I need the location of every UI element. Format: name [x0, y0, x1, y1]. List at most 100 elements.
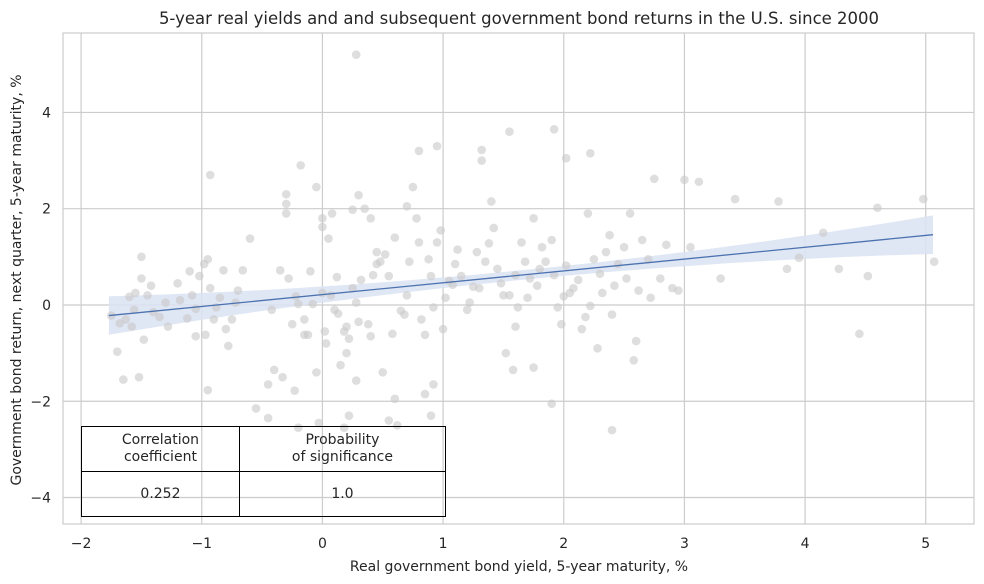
data-point: [607, 310, 617, 319]
data-point: [281, 189, 291, 199]
data-point: [161, 298, 170, 307]
data-point: [547, 235, 556, 245]
data-point: [493, 264, 502, 274]
data-point: [366, 331, 375, 341]
data-point: [290, 386, 299, 395]
data-point: [716, 274, 725, 283]
data-point: [296, 161, 306, 170]
data-point: [390, 233, 400, 242]
data-point: [284, 274, 293, 283]
data-point: [637, 235, 647, 245]
data-point: [517, 238, 526, 247]
data-point: [511, 322, 520, 331]
data-point: [643, 254, 653, 264]
data-point: [348, 283, 357, 293]
stats-table: Correlation coefficient Probability of s…: [81, 426, 447, 517]
y-axis-label: Government bond return, next quarter, 5-…: [9, 74, 25, 485]
data-point: [293, 299, 303, 309]
data-point: [402, 291, 412, 300]
data-point: [351, 298, 361, 307]
data-point: [327, 209, 337, 218]
data-point: [432, 238, 442, 247]
data-point: [429, 380, 438, 389]
x-tick-label: 5: [921, 536, 930, 552]
data-point: [372, 247, 382, 257]
chart-title: 5-year real yields and and subsequent go…: [159, 9, 879, 28]
data-point: [408, 182, 418, 192]
data-point: [209, 315, 219, 324]
data-point: [456, 271, 466, 281]
data-point: [585, 301, 595, 311]
data-point: [426, 411, 436, 420]
data-point: [481, 257, 490, 266]
data-point: [287, 319, 297, 329]
data-point: [505, 127, 514, 136]
data-point: [173, 279, 182, 288]
data-point: [441, 293, 450, 303]
data-point: [414, 146, 424, 156]
data-point: [324, 234, 333, 243]
probability-value: 1.0: [238, 471, 447, 517]
data-point: [131, 288, 140, 298]
data-point: [187, 291, 197, 300]
data-point: [291, 292, 301, 301]
data-point: [557, 319, 566, 329]
data-point: [155, 312, 164, 322]
data-point: [593, 343, 602, 353]
data-point: [137, 274, 146, 283]
data-point: [185, 266, 194, 276]
data-point: [308, 299, 318, 309]
data-point: [613, 259, 623, 269]
data-point: [622, 274, 631, 283]
data-point: [344, 411, 354, 420]
data-point: [438, 324, 448, 334]
data-point: [405, 257, 414, 266]
data-point: [462, 305, 472, 315]
data-point: [541, 257, 550, 266]
data-point: [610, 281, 619, 291]
data-point: [474, 283, 484, 293]
data-point: [333, 309, 343, 318]
x-tick-label: 0: [318, 536, 327, 552]
data-point: [561, 261, 571, 270]
data-point: [182, 314, 192, 323]
data-point: [694, 177, 704, 187]
data-point: [619, 242, 629, 252]
data-point: [499, 291, 508, 300]
data-point: [420, 389, 430, 399]
y-tick-label: −4: [30, 491, 51, 507]
data-point: [281, 199, 291, 209]
data-point: [134, 372, 144, 382]
data-point: [529, 214, 538, 223]
data-point: [573, 275, 583, 285]
data-point: [336, 360, 345, 370]
data-point: [320, 327, 330, 336]
correlation-header: Correlation coefficient: [81, 426, 240, 472]
data-point: [818, 228, 828, 238]
data-point: [215, 293, 225, 303]
y-tick-label: 4: [42, 105, 51, 121]
data-point: [674, 286, 683, 295]
data-point: [219, 266, 228, 275]
data-point: [224, 341, 233, 351]
data-point: [221, 324, 231, 334]
data-point: [360, 204, 369, 214]
regression-layer: [108, 234, 934, 317]
data-point: [163, 322, 173, 331]
x-axis-label: Real government bond yield, 5-year matur…: [350, 559, 688, 575]
data-point: [201, 330, 210, 340]
data-point: [436, 226, 445, 235]
data-point: [508, 365, 518, 375]
data-point: [629, 356, 639, 365]
data-point: [553, 303, 563, 312]
data-point: [424, 254, 433, 264]
data-point: [191, 331, 201, 341]
data-point: [569, 283, 578, 293]
data-point: [203, 385, 213, 395]
x-tick-label: −1: [191, 536, 212, 552]
data-point: [205, 283, 215, 293]
data-point: [121, 315, 131, 324]
data-point: [354, 317, 363, 327]
data-point: [589, 254, 599, 264]
plot-area-frame: [62, 32, 975, 525]
